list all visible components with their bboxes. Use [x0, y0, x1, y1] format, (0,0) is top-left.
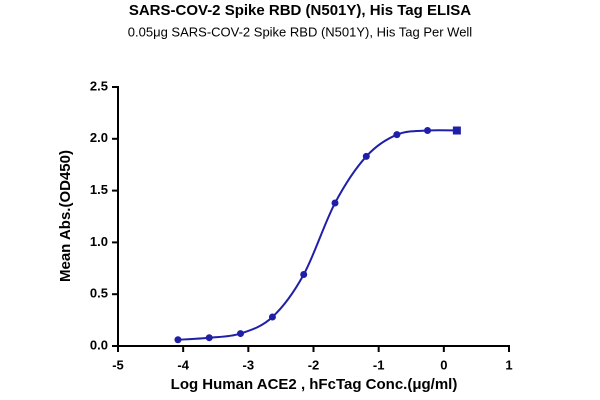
x-tick-label: -3 — [243, 357, 255, 372]
y-tick-label: 0.5 — [90, 286, 108, 301]
x-tick-label: 0 — [440, 357, 447, 372]
y-tick-label: 1.0 — [90, 234, 108, 249]
y-tick-label: 0.0 — [90, 337, 108, 352]
y-axis-title: Mean Abs.(OD450) — [57, 150, 74, 282]
x-axis-title: Log Human ACE2 , hFcTag Conc.(μg/ml) — [171, 376, 458, 393]
data-point — [205, 334, 213, 342]
y-tick-label: 2.0 — [90, 130, 108, 145]
data-point — [331, 199, 339, 207]
data-point — [300, 271, 308, 279]
x-tick-label: -2 — [308, 357, 320, 372]
chart-title: SARS-COV-2 Spike RBD (N501Y), His Tag EL… — [129, 2, 471, 19]
x-tick-label: 1 — [505, 357, 512, 372]
x-tick-label: -1 — [373, 357, 385, 372]
data-point — [237, 330, 245, 338]
chart-subtitle: 0.05μg SARS-COV-2 Spike RBD (N501Y), His… — [128, 24, 473, 39]
data-point — [268, 313, 276, 321]
data-point — [424, 127, 432, 135]
x-tick-label: -4 — [177, 357, 189, 372]
data-point — [362, 152, 370, 160]
y-tick-label: 1.5 — [90, 182, 108, 197]
data-point — [174, 336, 182, 344]
fit-curve — [177, 129, 457, 341]
y-tick-label: 2.5 — [90, 78, 108, 93]
data-point — [393, 131, 401, 139]
x-tick-label: -5 — [112, 357, 124, 372]
data-point — [452, 126, 461, 135]
